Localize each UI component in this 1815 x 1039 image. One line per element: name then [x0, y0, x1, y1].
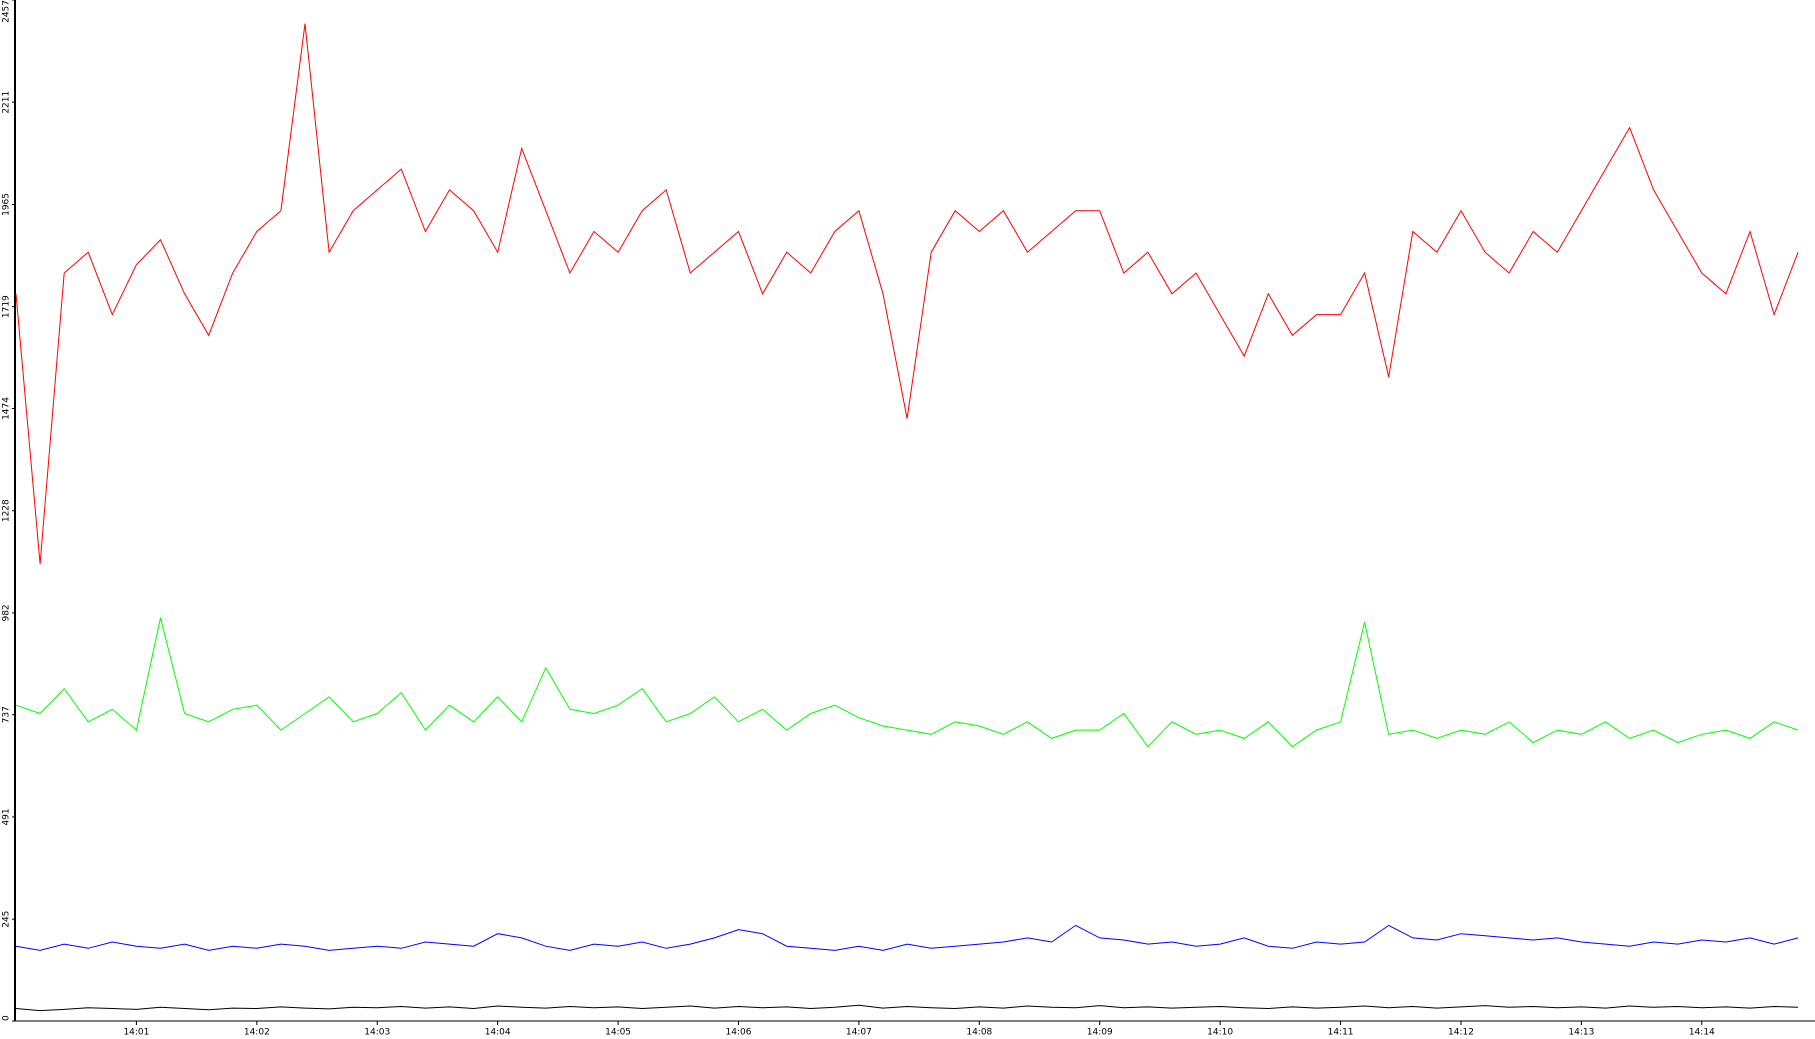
- y-tick-label: 2211: [2, 91, 12, 114]
- x-tick-label: 14:08: [966, 1028, 992, 1038]
- series-line: [15, 924, 1799, 951]
- x-tick-label: 14:07: [846, 1028, 872, 1038]
- y-tick-label: 245: [2, 911, 12, 928]
- x-tick-label: 14:13: [1568, 1028, 1594, 1038]
- y-tick-label: 0: [2, 1015, 12, 1021]
- y-tick-label: 737: [2, 706, 12, 723]
- y-tick-label: 1228: [2, 499, 12, 522]
- y-tick-label: 982: [2, 604, 12, 621]
- y-tick-label: 1474: [2, 397, 12, 420]
- x-tick-label: 14:03: [364, 1028, 390, 1038]
- series-line: [15, 1004, 1799, 1012]
- y-tick-label: 1719: [2, 295, 12, 318]
- x-tick-label: 14:09: [1087, 1028, 1113, 1038]
- x-tick-label: 14:06: [726, 1028, 752, 1038]
- x-tick-label: 14:14: [1689, 1028, 1715, 1038]
- y-tick-label: 2457: [2, 0, 12, 23]
- y-tick-label: 1965: [2, 193, 12, 216]
- y-tick-label: 491: [2, 808, 12, 825]
- x-tick-label: 14:05: [605, 1028, 631, 1038]
- x-tick-label: 14:11: [1328, 1028, 1354, 1038]
- x-tick-label: 14:12: [1448, 1028, 1474, 1038]
- series-line: [15, 23, 1799, 564]
- x-tick-label: 14:04: [485, 1028, 511, 1038]
- series-line: [15, 617, 1799, 748]
- x-tick-label: 14:01: [123, 1028, 149, 1038]
- x-tick-label: 14:10: [1207, 1028, 1233, 1038]
- x-tick-label: 14:02: [244, 1028, 270, 1038]
